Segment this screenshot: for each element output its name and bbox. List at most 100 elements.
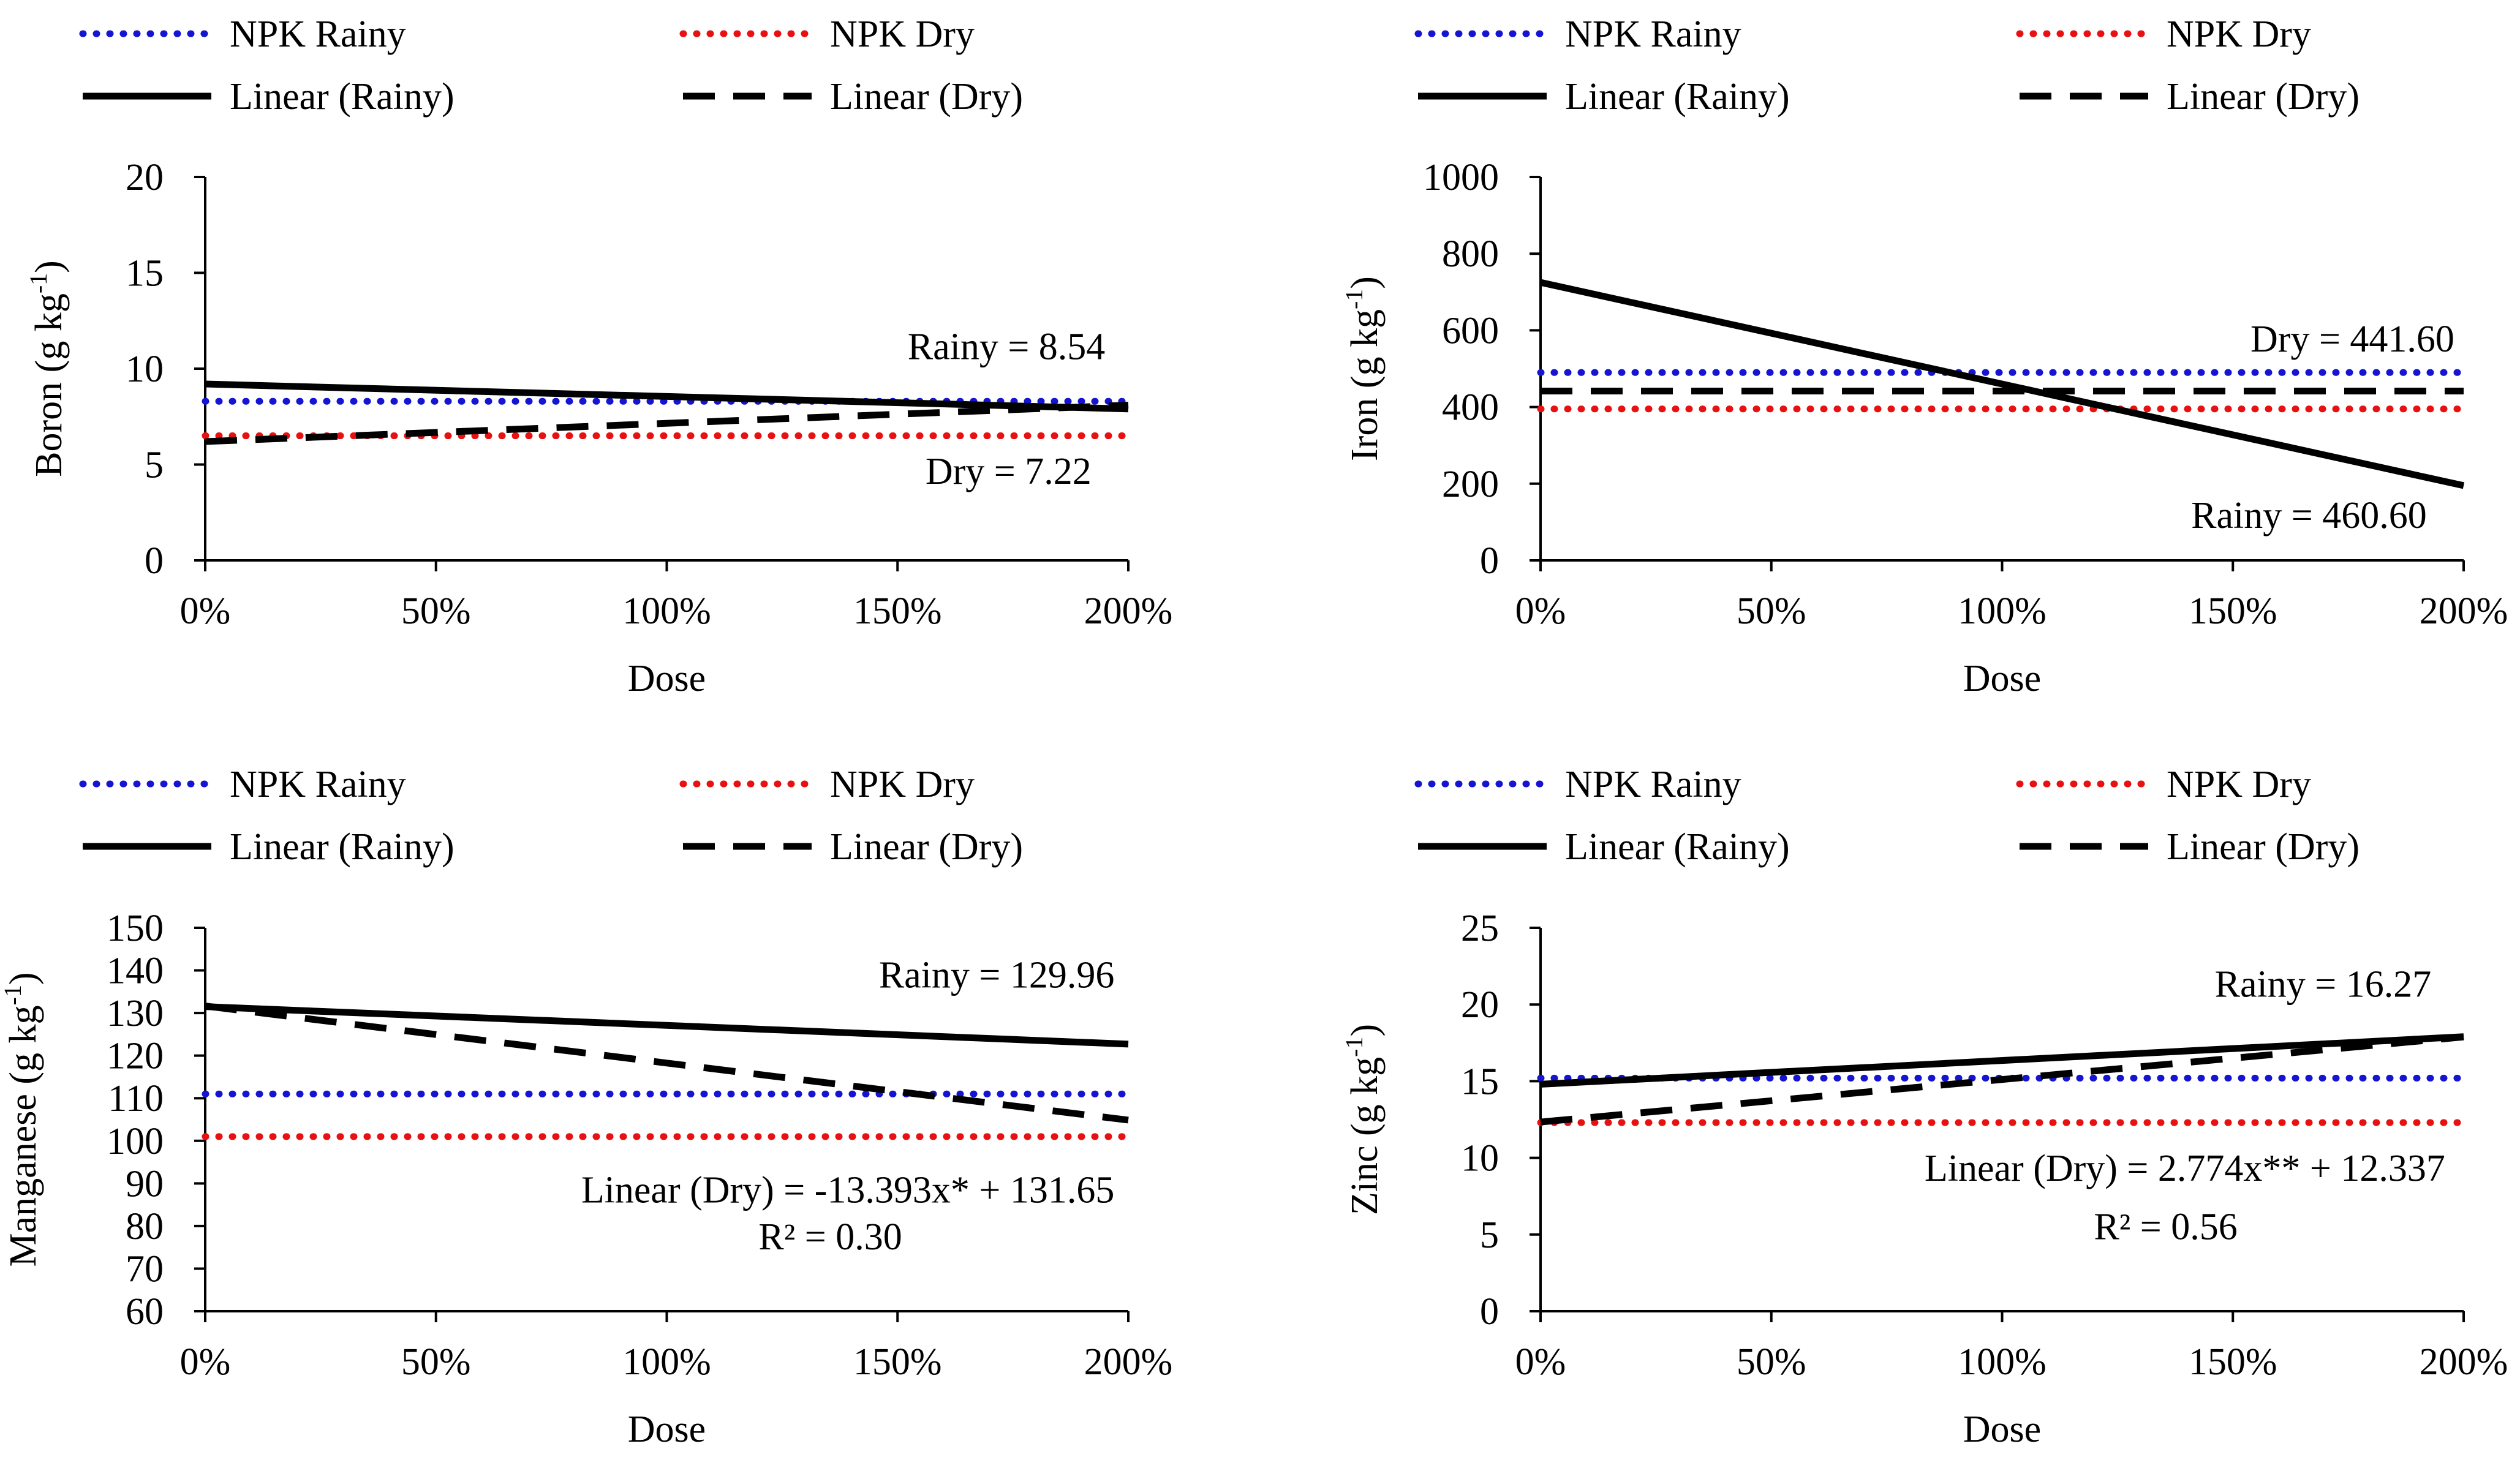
y-tick-label: 10 (1461, 1138, 1499, 1180)
chart-iron: NPK Rainy NPK Dry Linear (Rainy) Linear (Dr… (1340, 13, 2508, 699)
x-tick-label: 100% (1958, 590, 2047, 632)
legend-label-npk-rainy: NPK Rainy (230, 764, 406, 805)
legend-label-npk-rainy: NPK Rainy (230, 13, 406, 55)
y-tick-label: 140 (107, 950, 164, 992)
x-tick-label: 0% (180, 590, 231, 632)
annotation: Rainy = 460.60 (2191, 495, 2427, 536)
y-axis-label-sup: -1 (25, 273, 52, 293)
x-tick-label: 50% (1737, 1341, 1806, 1383)
annotation: Rainy = 16.27 (2215, 964, 2432, 1006)
legend-label-linear-dry: Linear (Dry) (2167, 826, 2360, 868)
x-tick-label: 200% (2420, 590, 2508, 632)
y-tick-label: 20 (1461, 984, 1499, 1026)
x-tick-label: 0% (1515, 1341, 1566, 1383)
legend: NPK Rainy NPK Dry Linear (Rainy) Linear (Dr… (79, 764, 1023, 868)
y-tick-label: 110 (108, 1078, 164, 1120)
x-tick-label: 200% (1084, 590, 1173, 632)
x-tick-label: 50% (401, 1341, 471, 1383)
legend-label-linear-rainy: Linear (Rainy) (1565, 76, 1790, 118)
x-tick-label: 150% (853, 1341, 942, 1383)
y-tick-label: 60 (126, 1291, 164, 1333)
chart-boron: NPK Rainy NPK Dry Linear (Rainy) Linear (Dr… (25, 13, 1172, 699)
y-tick-label: 0 (1480, 540, 1499, 582)
legend-label-npk-dry: NPK Dry (830, 13, 975, 55)
y-tick-label: 150 (107, 908, 164, 949)
legend-item-linear-rainy: Linear (Rainy) (83, 826, 455, 868)
legend-item-linear-rainy: Linear (Rainy) (83, 76, 455, 118)
y-tick-label: 120 (107, 1036, 164, 1077)
x-axis-label: Dose (628, 658, 706, 699)
x-axis-label: Dose (1963, 1409, 2041, 1450)
y-tick-label: 80 (126, 1206, 164, 1248)
y-tick-label: 90 (126, 1163, 164, 1205)
series-linear-rainy (1539, 279, 2465, 489)
x-tick-label: 150% (853, 590, 942, 632)
legend-item-npk-dry: NPK Dry (2016, 13, 2311, 55)
legend-label-linear-dry: Linear (Dry) (2167, 76, 2360, 118)
series-linear-rainy (205, 1003, 1129, 1048)
x-tick-label: 100% (1958, 1341, 2047, 1383)
legend-label-npk-dry: NPK Dry (2167, 13, 2311, 55)
annotation: Dry = 441.60 (2250, 318, 2454, 360)
x-tick-label: 100% (622, 1341, 711, 1383)
annotation: Dry = 7.22 (926, 451, 1092, 492)
y-axis-label-close: ) (1344, 1024, 1386, 1037)
y-tick-label: 1000 (1423, 157, 1499, 198)
legend-item-npk-dry: NPK Dry (679, 764, 975, 805)
series-linear-dry (205, 1003, 1129, 1124)
legend: NPK Rainy NPK Dry Linear (Rainy) Linear (Dr… (1414, 764, 2360, 868)
y-tick-label: 15 (126, 253, 164, 295)
legend-label-npk-rainy: NPK Rainy (1565, 764, 1741, 805)
x-axis-label: Dose (628, 1409, 706, 1450)
legend-label-linear-dry: Linear (Dry) (830, 76, 1023, 118)
legend-item-npk-rainy: NPK Rainy (1414, 13, 1741, 55)
x-tick-label: 0% (180, 1341, 231, 1383)
legend-label-linear-rainy: Linear (Rainy) (1565, 826, 1790, 868)
series-linear-rainy (1540, 1033, 2464, 1088)
x-tick-label: 200% (1084, 1341, 1173, 1383)
y-axis-label-sup: -1 (0, 985, 26, 1005)
legend-item-linear-rainy: Linear (Rainy) (1418, 826, 1790, 868)
series-linear-rainy (205, 380, 1129, 413)
y-axis-label-main: Iron (g kg (1344, 309, 1386, 461)
annotation: R² = 0.30 (758, 1216, 902, 1258)
chart-manganese: NPK Rainy NPK Dry Linear (Rainy) Linear (Dr… (0, 764, 1172, 1450)
y-tick-label: 10 (126, 348, 164, 390)
series-linear-dry (205, 401, 1129, 445)
legend: NPK Rainy NPK Dry Linear (Rainy) Linear (Dr… (1414, 13, 2360, 118)
legend-item-npk-rainy: NPK Rainy (1414, 764, 1741, 805)
y-axis-label: Manganese (g kg-1) (0, 973, 44, 1267)
legend-label-npk-dry: NPK Dry (2167, 764, 2311, 805)
y-tick-label: 100 (107, 1121, 164, 1162)
y-tick-label: 15 (1461, 1061, 1499, 1102)
y-axis-label-sup: -1 (1340, 1037, 1368, 1057)
y-axis-label-close: ) (2, 973, 44, 985)
y-axis-label-close: ) (1344, 276, 1386, 289)
legend-label-npk-rainy: NPK Rainy (1565, 13, 1741, 55)
x-tick-label: 50% (1737, 590, 1806, 632)
y-tick-label: 5 (145, 445, 164, 486)
y-axis-label: Iron (g kg-1) (1340, 276, 1386, 461)
series-linear-dry (1540, 1033, 2464, 1126)
legend-label-linear-rainy: Linear (Rainy) (230, 76, 455, 118)
legend-item-npk-rainy: NPK Rainy (79, 764, 406, 805)
y-axis-label-close: ) (28, 260, 70, 273)
y-axis-label-main: Boron (g kg (28, 293, 70, 477)
annotation: Linear (Dry) = 2.774x** + 12.337 (1925, 1148, 2445, 1189)
legend-item-linear-dry: Linear (Dry) (683, 76, 1023, 118)
y-axis-label: Zinc (g kg-1) (1340, 1024, 1386, 1215)
legend-item-npk-rainy: NPK Rainy (79, 13, 406, 55)
x-axis-label: Dose (1963, 658, 2041, 699)
y-tick-label: 800 (1442, 233, 1499, 275)
legend-label-linear-dry: Linear (Dry) (830, 826, 1023, 868)
y-axis-label-main: Zinc (g kg (1344, 1057, 1386, 1215)
chart-zinc: NPK Rainy NPK Dry Linear (Rainy) Linear (Dr… (1340, 764, 2508, 1450)
y-tick-label: 600 (1442, 310, 1499, 352)
x-tick-label: 0% (1515, 590, 1566, 632)
legend-item-npk-dry: NPK Dry (679, 13, 975, 55)
x-tick-label: 150% (2189, 590, 2277, 632)
y-axis-label-main: Manganese (g kg (2, 1006, 44, 1267)
y-axis-label: Boron (g kg-1) (25, 260, 70, 477)
y-tick-label: 130 (107, 993, 164, 1034)
